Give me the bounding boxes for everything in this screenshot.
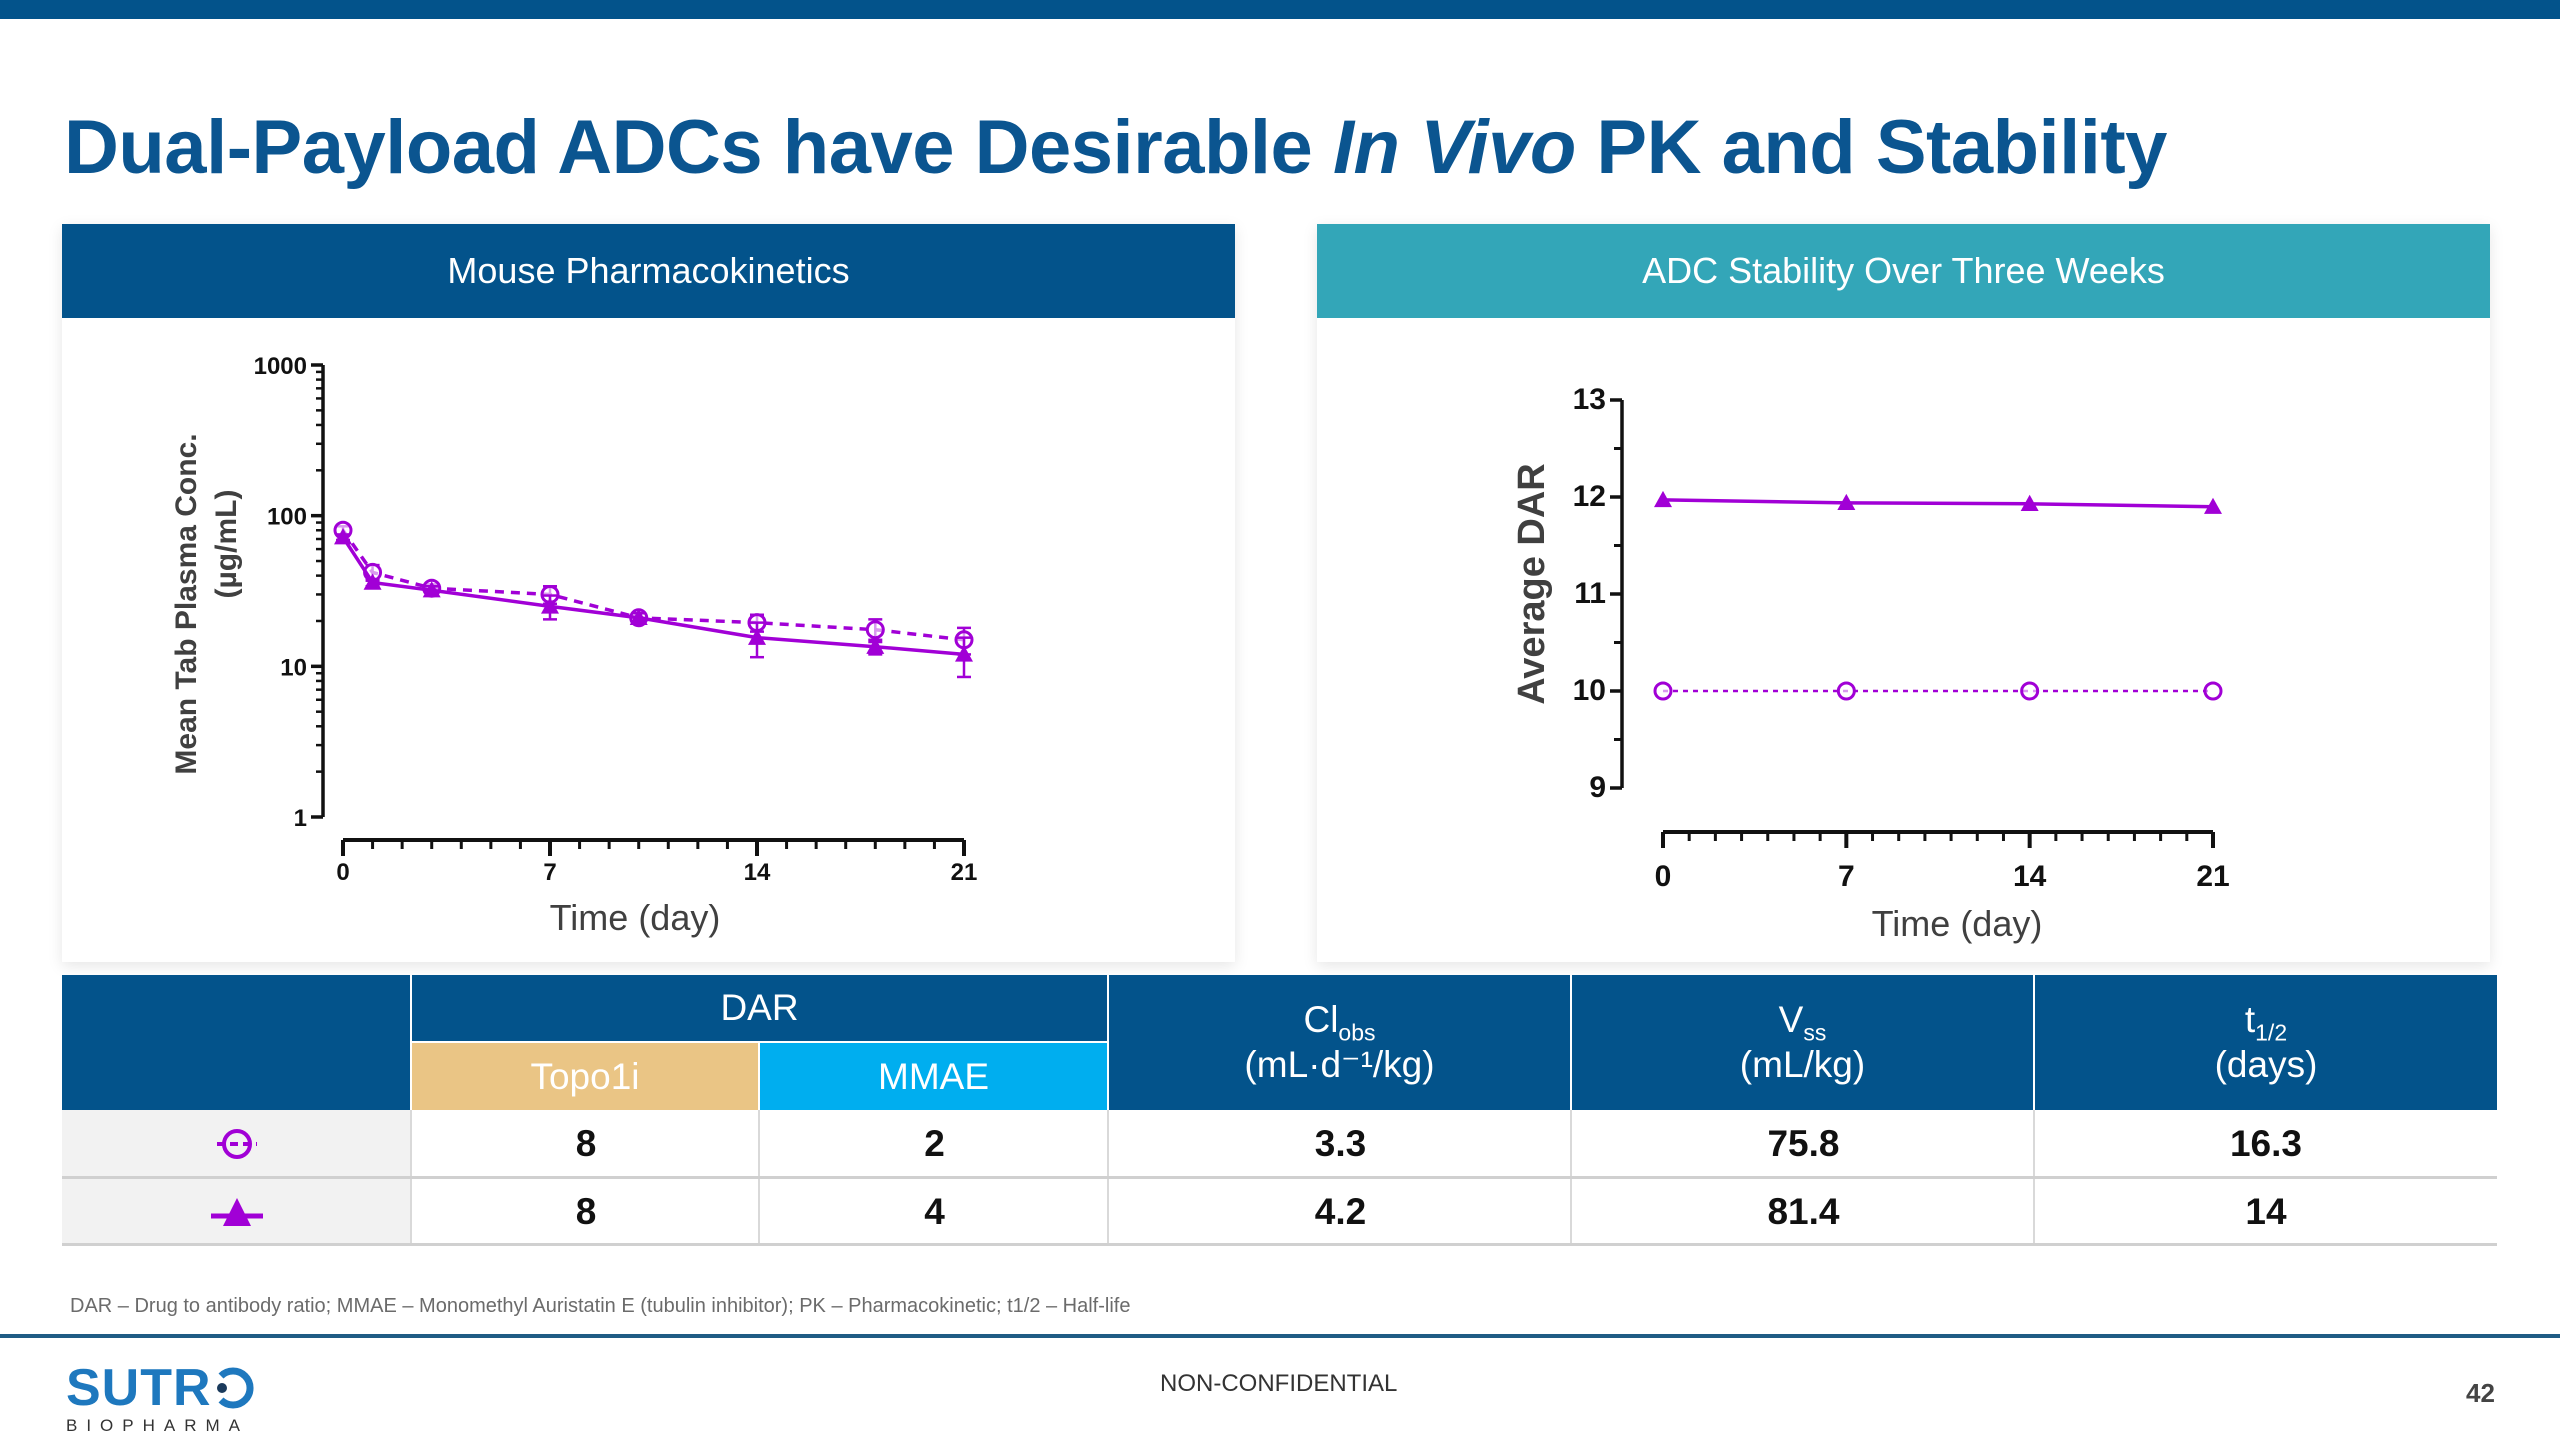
topo1i-header: Topo1i: [412, 1043, 758, 1110]
vss-label: V: [1778, 998, 1804, 1040]
stability-panel: ADC Stability Over Three Weeks: [1317, 224, 2490, 962]
logo-o-arc-icon: [216, 1367, 254, 1409]
pk-panel-header: Mouse Pharmacokinetics: [62, 224, 1235, 318]
pk-parameters-table: DAR Topo1i MMAE Clobs (mL·d⁻¹/kg) Vss (m…: [62, 975, 2497, 1246]
table-corner-header: [62, 975, 410, 1110]
row1-half-life: 16.3: [2035, 1110, 2497, 1177]
cl-label: Cl: [1303, 998, 1339, 1040]
row1-topo1i: 8: [412, 1110, 760, 1177]
page-number: 42: [2466, 1378, 2495, 1408]
row1-vss: 75.8: [1572, 1110, 2035, 1177]
t-label: t: [2244, 998, 2256, 1040]
t-subscript: 1/2: [2255, 1019, 2288, 1046]
confidentiality-label: NON-CONFIDENTIAL: [1160, 1370, 1398, 1397]
stability-panel-header: ADC Stability Over Three Weeks: [1317, 224, 2490, 318]
logo-wordmark: SUTR: [66, 1359, 212, 1417]
table-row-divider: [62, 1176, 2497, 1179]
vss-header: Vss (mL/kg): [1572, 975, 2033, 1110]
title-text-2: PK and Stability: [1575, 105, 2167, 190]
pk-panel: Mouse Pharmacokinetics: [62, 224, 1235, 962]
footer-divider: [0, 1334, 2560, 1338]
row2-topo1i: 8: [412, 1179, 760, 1245]
title-italic: In Vivo: [1332, 105, 1576, 190]
row2-half-life: 14: [2035, 1179, 2497, 1245]
vss-subscript: ss: [1803, 1019, 1827, 1046]
cl-units: (mL·d⁻¹/kg): [1244, 1044, 1435, 1086]
vss-units: (mL/kg): [1739, 1044, 1866, 1086]
row2-symbol-cell: [62, 1179, 412, 1245]
mmae-header: MMAE: [760, 1043, 1107, 1110]
cl-subscript: obs: [1338, 1019, 1376, 1046]
open-circle-legend-icon: [217, 1128, 257, 1159]
row1-clearance: 3.3: [1109, 1110, 1572, 1177]
row2-clearance: 4.2: [1109, 1179, 1572, 1245]
table-bottom-border: [62, 1243, 2497, 1246]
logo-subtitle: BIOPHARMA: [66, 1416, 250, 1435]
row1-symbol-cell: [62, 1110, 412, 1177]
clearance-header: Clobs (mL·d⁻¹/kg): [1109, 975, 1570, 1110]
row2-vss: 81.4: [1572, 1179, 2035, 1245]
half-life-header: t1/2 (days): [2035, 975, 2497, 1110]
title-text-1: Dual-Payload ADCs have Desirable: [64, 105, 1333, 190]
t-units: (days): [2214, 1044, 2318, 1086]
sutro-logo: SUTR BIOPHARMA: [66, 1362, 257, 1436]
filled-triangle-legend-icon: [211, 1198, 263, 1226]
row1-mmae: 2: [760, 1110, 1109, 1177]
footnote: DAR – Drug to antibody ratio; MMAE – Mon…: [70, 1295, 1131, 1317]
dar-header: DAR: [412, 975, 1107, 1041]
top-accent-bar: [0, 0, 2560, 19]
page-title: Dual-Payload ADCs have Desirable In Vivo…: [64, 104, 2167, 191]
row2-mmae: 4: [760, 1179, 1109, 1245]
